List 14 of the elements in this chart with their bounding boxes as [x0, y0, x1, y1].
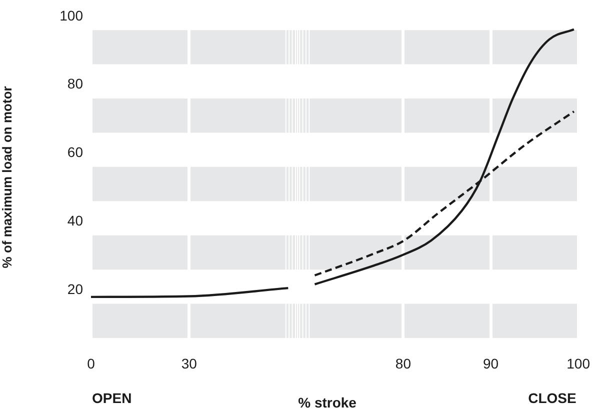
- x-tick-label: 90: [482, 355, 499, 372]
- y-tick-label: 40: [67, 212, 84, 229]
- y-tick-label: 20: [67, 280, 84, 297]
- x-tick-label: 0: [87, 355, 96, 372]
- text: CLOSE: [528, 390, 576, 406]
- y-tick-label: 60: [67, 144, 84, 160]
- y-axis-title: % of maximum load on motor: [0, 86, 14, 268]
- x-tick-label: 30: [181, 355, 198, 372]
- text: OPEN: [92, 390, 132, 406]
- y-tick-label: 100: [60, 7, 84, 24]
- x-tick-label: 80: [395, 355, 412, 372]
- x-tick-label: 100: [566, 355, 590, 372]
- y-tick-label: 80: [67, 76, 84, 92]
- x-axis-title: % stroke: [298, 394, 357, 410]
